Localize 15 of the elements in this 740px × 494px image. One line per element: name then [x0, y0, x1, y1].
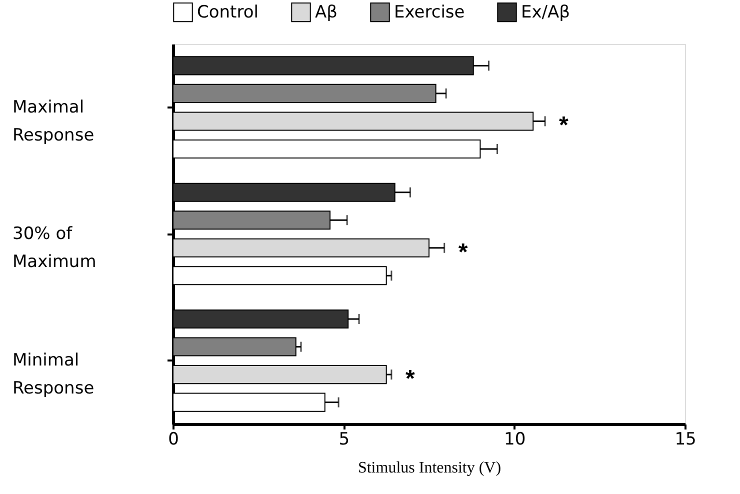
y-tick-label: Minimal Response — [12, 350, 94, 399]
legend-label: Aβ — [315, 2, 338, 22]
legend-label: Ex/Aβ — [521, 2, 570, 22]
legend-label: Control — [197, 2, 258, 22]
x-tick-label: 5 — [338, 430, 350, 450]
x-axis-title: Stimulus Intensity (V) — [358, 460, 502, 476]
annotation: * — [559, 112, 570, 140]
y-tick-label: 30% of Maximum — [12, 224, 96, 272]
annotation: * — [405, 366, 416, 393]
x-tick-label: 0 — [168, 430, 179, 450]
x-tick-label: 15 — [674, 430, 696, 450]
x-tick-label: 10 — [504, 430, 526, 450]
legend-label: Exercise — [394, 2, 465, 22]
y-tick-label: Maximal Response — [12, 97, 94, 146]
annotation: * — [458, 238, 468, 266]
